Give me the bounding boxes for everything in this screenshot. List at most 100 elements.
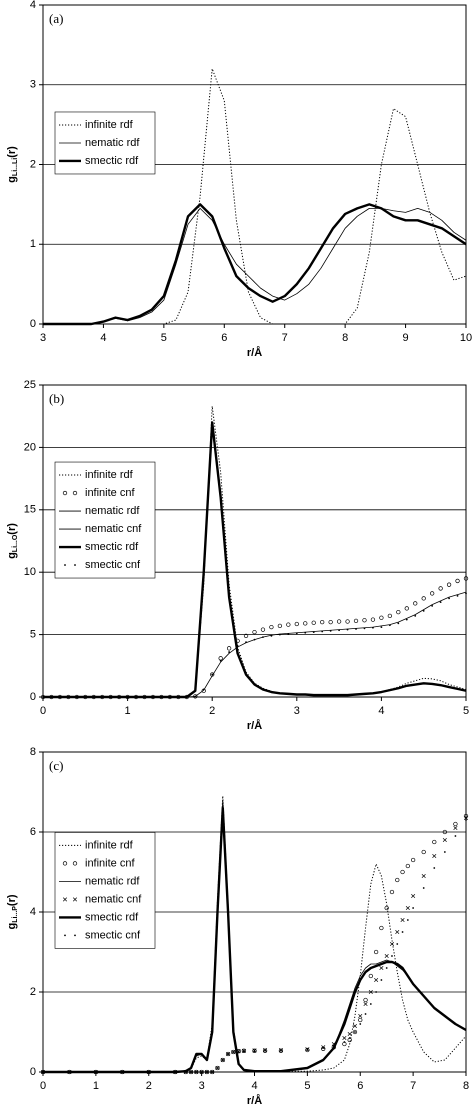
y-tick-label: 5 — [30, 629, 36, 641]
series-marker — [211, 673, 214, 676]
legend-label: smectic cnf — [85, 559, 141, 571]
series-marker — [243, 633, 249, 638]
series-marker — [421, 596, 426, 601]
series-marker — [362, 618, 367, 623]
y-axis-label-suffix: (r) — [6, 894, 18, 906]
series-marker — [231, 1049, 236, 1055]
series-marker — [185, 696, 188, 698]
series-marker — [430, 591, 435, 596]
legend-label: infinite rdf — [85, 119, 134, 131]
y-axis-label: gLi...Li(r) — [6, 146, 19, 183]
x-tick-label: 7 — [282, 332, 288, 344]
series-marker — [389, 941, 395, 947]
x-tick-label: 6 — [357, 1080, 363, 1092]
series-marker — [42, 1071, 44, 1073]
series-line — [43, 207, 467, 325]
series-marker — [152, 696, 154, 698]
series-marker — [287, 633, 290, 635]
series-marker — [404, 606, 409, 611]
legend-swatch — [72, 490, 78, 496]
x-axis-label: r/Å — [247, 719, 262, 732]
x-tick-label: 9 — [403, 332, 409, 344]
y-axis-label-main: g — [6, 176, 18, 183]
series-marker — [465, 592, 467, 595]
series-marker — [421, 849, 426, 855]
series-marker — [455, 578, 460, 584]
y-tick-label: 2 — [30, 158, 36, 170]
series-marker — [358, 1017, 363, 1023]
y-axis-label: gLi...P(r) — [6, 894, 19, 929]
series-marker — [463, 815, 469, 821]
series-marker — [345, 619, 350, 624]
legend-swatch — [64, 564, 66, 566]
series-marker — [342, 1035, 347, 1041]
series-marker — [363, 1001, 368, 1007]
x-tick-label: 1 — [93, 1080, 99, 1092]
legend-box — [54, 832, 156, 949]
series-marker — [380, 979, 383, 981]
series-marker — [406, 919, 409, 921]
legend-label: nematic cnf — [85, 893, 142, 905]
y-axis-label-main: g — [6, 923, 18, 930]
series-marker — [143, 696, 146, 698]
series-marker — [391, 955, 393, 957]
legend-label: smectic rdf — [85, 541, 139, 553]
series-marker — [397, 622, 400, 625]
series-marker — [443, 851, 446, 853]
panel-label: (a) — [49, 11, 63, 26]
series-marker — [241, 1048, 247, 1053]
series-marker — [379, 615, 384, 620]
series-marker — [264, 1049, 266, 1052]
series-marker — [388, 624, 391, 627]
x-tick-label: 0 — [40, 1080, 46, 1092]
y-axis-label-sub: Li...Li — [12, 158, 19, 176]
series-marker — [400, 869, 405, 875]
series-marker — [358, 1013, 363, 1019]
series-marker — [456, 595, 459, 597]
x-tick-label: 10 — [460, 332, 472, 344]
series-line — [43, 806, 467, 1074]
series-marker — [135, 696, 137, 698]
series-marker — [343, 1041, 346, 1043]
series-marker — [438, 586, 443, 591]
series-marker — [218, 656, 223, 661]
series-marker — [147, 1071, 150, 1073]
x-tick-label: 5 — [463, 705, 469, 717]
x-tick-label: 2 — [146, 1080, 152, 1092]
series-marker — [368, 989, 373, 995]
y-axis-label-sub: Li...O — [12, 534, 19, 552]
series-marker — [372, 626, 374, 629]
series-marker — [454, 835, 457, 837]
series-marker — [395, 877, 400, 883]
series-marker — [226, 646, 232, 651]
series-marker — [373, 949, 379, 955]
series-marker — [174, 1071, 177, 1073]
series-marker — [363, 627, 366, 630]
y-tick-label: 0 — [30, 318, 36, 330]
x-tick-label: 3 — [294, 705, 300, 717]
series-marker — [194, 1069, 199, 1075]
series-marker — [160, 696, 163, 698]
series-marker — [320, 619, 325, 625]
series-marker — [347, 1031, 352, 1037]
x-tick-label: 5 — [304, 1080, 310, 1092]
series-marker — [322, 1047, 325, 1049]
series-marker — [311, 620, 316, 625]
series-marker — [422, 609, 425, 612]
series-marker — [379, 925, 384, 931]
series-marker — [463, 576, 469, 581]
series-marker — [252, 629, 257, 635]
y-tick-label: 1 — [30, 238, 36, 250]
legend-label: nematic rdf — [85, 137, 140, 149]
x-tick-label: 3 — [199, 1080, 205, 1092]
series-line — [43, 591, 467, 698]
legend-label: nematic rdf — [85, 875, 140, 887]
series-marker — [465, 819, 467, 821]
series-marker — [278, 633, 281, 636]
series-marker — [439, 601, 442, 604]
x-tick-label: 3 — [40, 332, 46, 344]
series-marker — [294, 621, 299, 627]
series-marker — [280, 1049, 282, 1052]
series-marker — [121, 1071, 124, 1073]
series-marker — [352, 1029, 358, 1035]
